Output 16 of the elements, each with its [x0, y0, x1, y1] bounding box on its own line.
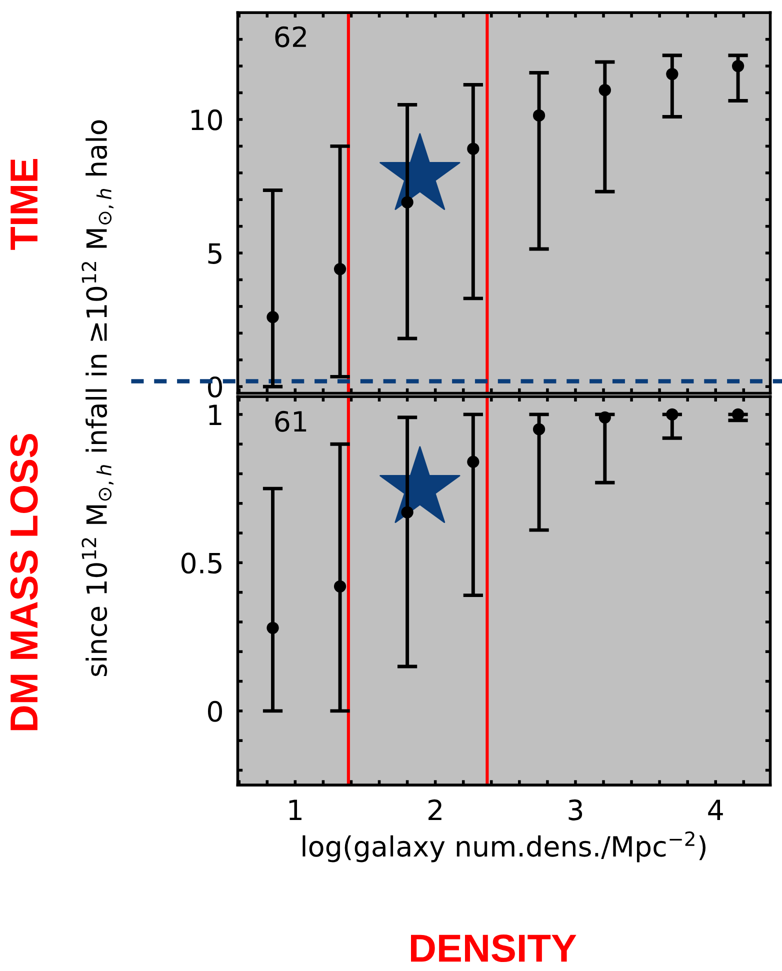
y-tick-label: 0 — [208, 700, 222, 722]
annotation: 61 — [275, 410, 306, 432]
text: since 10$^{12}$ M$_{⊙,h}$ infall in ≥10$^{12}$ M$_{⊙,h}$ halo — [82, 120, 114, 676]
text: TIME — [10, 158, 38, 250]
y-tick-label: 0.5 — [181, 552, 222, 574]
x-tick-label: 3 — [568, 799, 582, 820]
x-axis-title: log(galaxy num.dens./Mpc$^{−2}$) — [302, 831, 706, 862]
x-tick-label: 2 — [428, 799, 442, 820]
text: DM MASS LOSS — [10, 434, 38, 730]
x-tick-label: 4 — [708, 800, 723, 820]
annotation: 62 — [275, 26, 306, 48]
x-tick-label: 1 — [289, 800, 302, 820]
text: DENSITY — [410, 934, 576, 962]
y-tick-label: 10 — [192, 109, 222, 130]
y-tick-label: 1 — [209, 404, 222, 425]
y-tick-label: 5 — [208, 243, 222, 264]
